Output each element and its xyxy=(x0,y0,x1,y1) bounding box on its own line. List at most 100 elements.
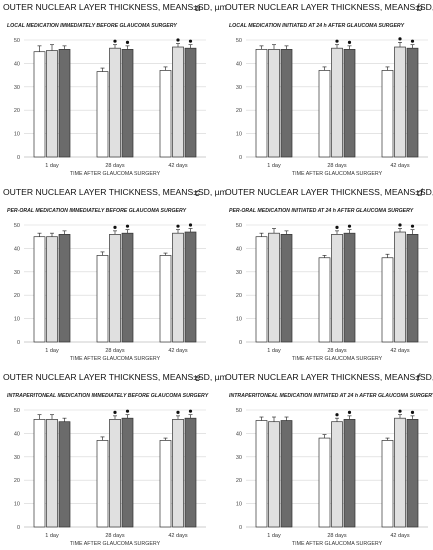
panel-letter: e xyxy=(195,373,201,384)
bar xyxy=(58,234,71,343)
y-tick-label: 40 xyxy=(14,431,20,437)
bar xyxy=(159,255,172,343)
significance-marker xyxy=(410,224,415,228)
x-tick-label: 28 days xyxy=(105,533,125,539)
significance-marker xyxy=(125,224,130,228)
bar xyxy=(343,49,356,158)
bar xyxy=(172,232,184,343)
bar xyxy=(394,417,406,528)
y-tick-label: 0 xyxy=(239,340,242,346)
chart-subtitle: PER-ORAL MEDICATION INITIATED AT 24 h AF… xyxy=(229,208,414,214)
x-axis-label: TIME AFTER GLAUCOMA SURGERY xyxy=(292,541,383,547)
chart-subtitle: INTRAPERITONEAL MEDICATION IMMEDIATELY B… xyxy=(7,393,209,399)
bar xyxy=(172,419,184,528)
bar xyxy=(343,419,356,528)
x-tick-label: 42 days xyxy=(390,533,410,539)
x-tick-label: 28 days xyxy=(105,348,125,354)
x-tick-label: 1 day xyxy=(45,348,59,354)
significance-marker xyxy=(335,413,339,417)
chart-subtitle: INTRAPERITONEAL MEDICATION INITIATED AT … xyxy=(229,393,433,399)
y-tick-label: 20 xyxy=(236,478,242,484)
y-tick-label: 40 xyxy=(14,246,20,252)
chart-subtitle: LOCAL MEDICATION INITIATED AT 24 h AFTER… xyxy=(229,23,405,29)
bar xyxy=(280,49,293,158)
y-tick-label: 40 xyxy=(236,61,242,67)
bar xyxy=(394,46,406,158)
bar xyxy=(255,420,268,528)
chart-title: OUTER NUCLEAR LAYER THICKNESS, MEANS±SD,… xyxy=(225,187,433,197)
chart-title: OUTER NUCLEAR LAYER THICKNESS, MEANS±SD,… xyxy=(225,2,433,12)
chart-panel-e: OUTER NUCLEAR LAYER THICKNESS, MEANS±SD,… xyxy=(3,372,227,547)
chart-panel-f: OUTER NUCLEAR LAYER THICKNESS, MEANS±SD,… xyxy=(225,372,433,547)
y-tick-label: 30 xyxy=(236,270,242,276)
y-tick-label: 10 xyxy=(236,317,242,323)
y-tick-label: 40 xyxy=(236,431,242,437)
bar xyxy=(33,236,46,343)
y-tick-label: 20 xyxy=(236,293,242,299)
bar xyxy=(58,421,71,528)
significance-marker xyxy=(125,40,130,44)
significance-marker xyxy=(347,224,352,228)
bar xyxy=(406,47,419,158)
bar xyxy=(109,47,121,158)
significance-marker xyxy=(176,410,180,414)
bar xyxy=(96,255,109,343)
x-axis-label: TIME AFTER GLAUCOMA SURGERY xyxy=(70,356,161,362)
significance-marker xyxy=(176,38,180,42)
bar xyxy=(394,231,406,343)
x-tick-label: 42 days xyxy=(168,348,188,354)
x-tick-label: 42 days xyxy=(390,348,410,354)
y-tick-label: 10 xyxy=(236,132,242,138)
significance-marker xyxy=(125,409,130,413)
y-tick-label: 10 xyxy=(14,132,20,138)
bar xyxy=(33,419,46,528)
bar xyxy=(255,49,268,158)
y-tick-label: 30 xyxy=(14,270,20,276)
significance-marker xyxy=(113,225,117,229)
chart-subtitle: PER-ORAL MEDICATION IMMEDIATELY BEFORE G… xyxy=(7,208,187,214)
y-tick-label: 30 xyxy=(236,85,242,91)
y-tick-label: 50 xyxy=(236,38,242,44)
significance-marker xyxy=(347,410,352,414)
y-tick-label: 0 xyxy=(239,525,242,531)
significance-marker xyxy=(398,223,402,227)
chart-panel-c: OUTER NUCLEAR LAYER THICKNESS, MEANS±SD,… xyxy=(3,187,227,362)
significance-marker xyxy=(335,39,339,43)
bar xyxy=(58,49,71,158)
bar xyxy=(96,71,109,158)
significance-marker xyxy=(113,39,117,43)
y-tick-label: 0 xyxy=(239,155,242,161)
bar xyxy=(331,234,343,343)
significance-marker xyxy=(398,37,402,41)
x-tick-label: 28 days xyxy=(105,163,125,169)
chart-title: OUTER NUCLEAR LAYER THICKNESS, MEANS±SD,… xyxy=(3,2,227,12)
x-tick-label: 42 days xyxy=(168,163,188,169)
bar xyxy=(331,47,343,158)
x-tick-label: 1 day xyxy=(267,533,281,539)
significance-marker xyxy=(188,39,193,43)
x-tick-label: 28 days xyxy=(327,163,347,169)
y-tick-label: 20 xyxy=(236,108,242,114)
bar xyxy=(184,417,197,528)
panel-letter: b xyxy=(417,3,423,14)
bar xyxy=(255,236,268,343)
x-tick-label: 1 day xyxy=(267,348,281,354)
bar xyxy=(331,421,343,528)
bar xyxy=(121,49,134,158)
bar xyxy=(381,257,394,343)
y-tick-label: 40 xyxy=(236,246,242,252)
y-tick-label: 20 xyxy=(14,108,20,114)
x-axis-label: TIME AFTER GLAUCOMA SURGERY xyxy=(70,541,161,547)
bar xyxy=(159,70,172,158)
bar xyxy=(318,70,331,158)
significance-marker xyxy=(176,224,180,228)
y-tick-label: 30 xyxy=(236,455,242,461)
bar xyxy=(381,70,394,158)
significance-marker xyxy=(410,410,415,414)
y-tick-label: 30 xyxy=(14,85,20,91)
y-tick-label: 0 xyxy=(17,155,20,161)
bar xyxy=(280,234,293,343)
bar xyxy=(280,420,293,528)
bar xyxy=(109,419,121,528)
